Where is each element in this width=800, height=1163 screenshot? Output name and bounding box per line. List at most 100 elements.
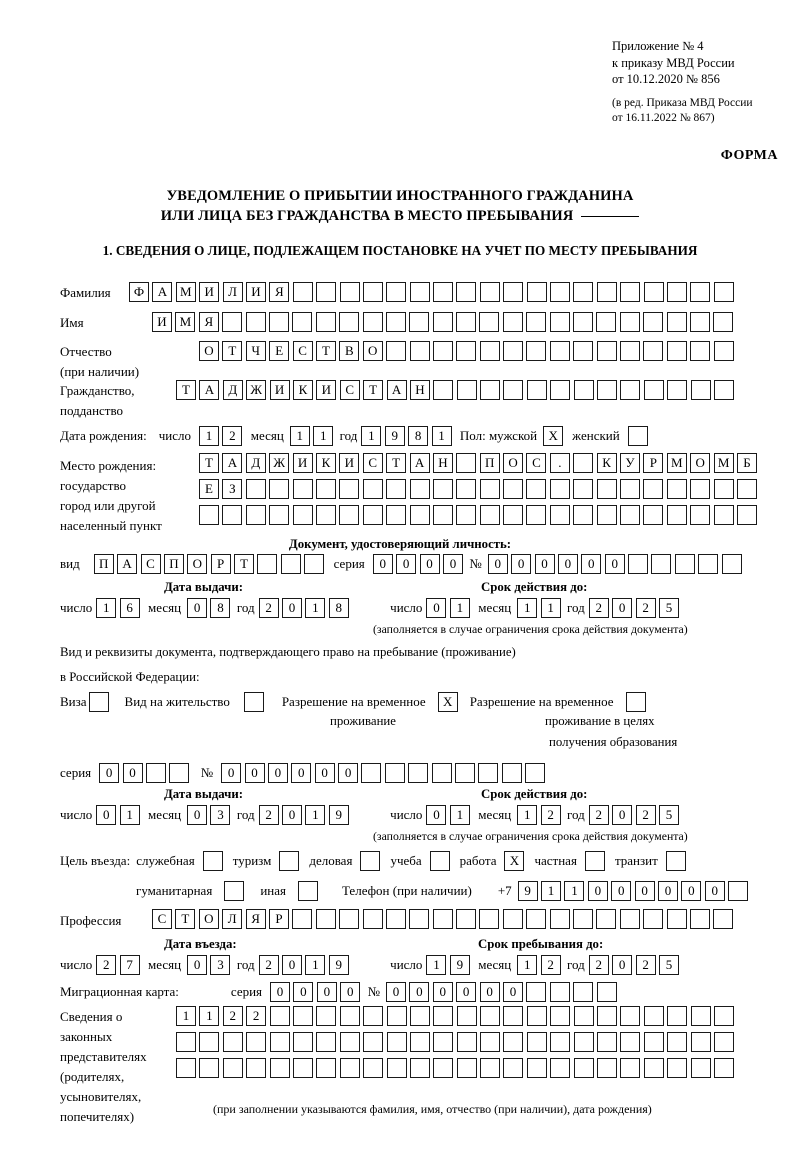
grid-cell[interactable]: Т <box>386 453 407 473</box>
grid-cell[interactable]: 0 <box>338 763 359 783</box>
grid-cell[interactable] <box>257 554 278 574</box>
sex-male-checkbox[interactable]: X <box>543 426 564 446</box>
grid-cell[interactable] <box>713 341 734 361</box>
grid-cell[interactable]: 0 <box>426 598 447 618</box>
grid-cell[interactable] <box>503 1032 524 1052</box>
grid-cell[interactable] <box>549 479 570 499</box>
grid-cell[interactable]: 0 <box>681 881 702 901</box>
grid-cell[interactable]: . <box>549 453 570 473</box>
grid-cell[interactable] <box>620 1058 641 1078</box>
grid-cell[interactable]: 2 <box>222 426 243 446</box>
grid-cell[interactable]: 1 <box>449 598 470 618</box>
grid-cell[interactable]: 0 <box>221 763 242 783</box>
grid-cell[interactable]: 0 <box>282 805 302 825</box>
grid-cell[interactable] <box>501 763 522 783</box>
grid-cell[interactable] <box>713 282 734 302</box>
grid-cell[interactable] <box>573 982 594 1002</box>
grid-cell[interactable] <box>316 1006 337 1026</box>
purpose-option-checkbox[interactable] <box>429 851 450 871</box>
grid-cell[interactable]: 8 <box>408 426 429 446</box>
grid-cell[interactable] <box>409 282 430 302</box>
grid-cell[interactable]: 0 <box>340 982 361 1002</box>
grid-cell[interactable]: О <box>362 341 383 361</box>
grid-cell[interactable]: Ж <box>246 380 267 400</box>
grid-cell[interactable] <box>526 341 547 361</box>
grid-cell[interactable] <box>667 1006 688 1026</box>
grid-cell[interactable] <box>269 479 290 499</box>
grid-cell[interactable] <box>526 982 547 1002</box>
grid-cell[interactable]: Т <box>363 380 384 400</box>
grid-cell[interactable]: 0 <box>267 763 288 783</box>
grid-cell[interactable] <box>409 505 430 525</box>
grid-cell[interactable] <box>620 1032 641 1052</box>
grid-cell[interactable]: 6 <box>119 598 140 618</box>
grid-cell[interactable] <box>690 505 711 525</box>
grid-cell[interactable]: 2 <box>222 1006 243 1026</box>
grid-cell[interactable] <box>573 909 594 929</box>
grid-cell[interactable]: 1 <box>517 805 538 825</box>
grid-cell[interactable]: В <box>339 341 360 361</box>
grid-cell[interactable] <box>573 479 594 499</box>
grid-cell[interactable] <box>280 554 301 574</box>
grid-cell[interactable] <box>385 909 406 929</box>
grid-cell[interactable] <box>479 479 500 499</box>
grid-cell[interactable]: С <box>362 453 383 473</box>
grid-cell[interactable] <box>690 1006 711 1026</box>
grid-cell[interactable]: С <box>152 909 172 929</box>
grid-cell[interactable]: 0 <box>187 955 208 975</box>
grid-cell[interactable] <box>713 909 734 929</box>
grid-cell[interactable]: 0 <box>581 554 602 574</box>
grid-cell[interactable]: 1 <box>517 955 538 975</box>
grid-cell[interactable] <box>666 282 687 302</box>
grid-cell[interactable] <box>386 1032 407 1052</box>
grid-cell[interactable] <box>713 479 734 499</box>
grid-cell[interactable] <box>339 909 360 929</box>
purpose-option-checkbox[interactable] <box>665 851 686 871</box>
grid-cell[interactable] <box>550 380 571 400</box>
grid-cell[interactable] <box>409 341 430 361</box>
grid-cell[interactable] <box>549 341 570 361</box>
grid-cell[interactable]: 1 <box>199 1006 220 1026</box>
grid-cell[interactable] <box>690 479 711 499</box>
grid-cell[interactable]: Р <box>210 554 231 574</box>
grid-cell[interactable]: 2 <box>588 805 609 825</box>
grid-cell[interactable] <box>480 1006 501 1026</box>
grid-cell[interactable]: З <box>222 479 243 499</box>
grid-cell[interactable] <box>643 479 664 499</box>
grid-cell[interactable]: П <box>479 453 500 473</box>
grid-cell[interactable] <box>643 380 664 400</box>
grid-cell[interactable]: 2 <box>258 955 279 975</box>
grid-cell[interactable]: Е <box>199 479 219 499</box>
grid-cell[interactable]: 1 <box>449 805 470 825</box>
grid-cell[interactable] <box>596 909 617 929</box>
grid-cell[interactable]: 1 <box>176 1006 196 1026</box>
purpose-humanitarian-checkbox[interactable] <box>224 881 245 901</box>
grid-cell[interactable] <box>432 312 453 332</box>
grid-cell[interactable] <box>479 909 500 929</box>
grid-cell[interactable] <box>362 312 383 332</box>
purpose-option-checkbox[interactable] <box>584 851 605 871</box>
grid-cell[interactable]: О <box>690 453 711 473</box>
grid-cell[interactable] <box>525 763 546 783</box>
grid-cell[interactable]: 0 <box>534 554 555 574</box>
grid-cell[interactable] <box>315 312 336 332</box>
grid-cell[interactable] <box>573 1032 594 1052</box>
grid-cell[interactable]: 2 <box>635 955 656 975</box>
sex-female-checkbox[interactable] <box>627 426 648 446</box>
grid-cell[interactable] <box>503 1058 524 1078</box>
grid-cell[interactable]: 0 <box>612 955 633 975</box>
grid-cell[interactable] <box>480 1058 501 1078</box>
grid-cell[interactable]: 0 <box>634 881 655 901</box>
grid-cell[interactable] <box>456 453 477 473</box>
grid-cell[interactable]: 0 <box>99 763 120 783</box>
grid-cell[interactable] <box>362 282 383 302</box>
grid-cell[interactable]: 0 <box>442 554 463 574</box>
grid-cell[interactable]: 1 <box>313 426 334 446</box>
grid-cell[interactable]: 2 <box>258 805 279 825</box>
grid-cell[interactable] <box>549 909 570 929</box>
grid-cell[interactable] <box>199 505 219 525</box>
